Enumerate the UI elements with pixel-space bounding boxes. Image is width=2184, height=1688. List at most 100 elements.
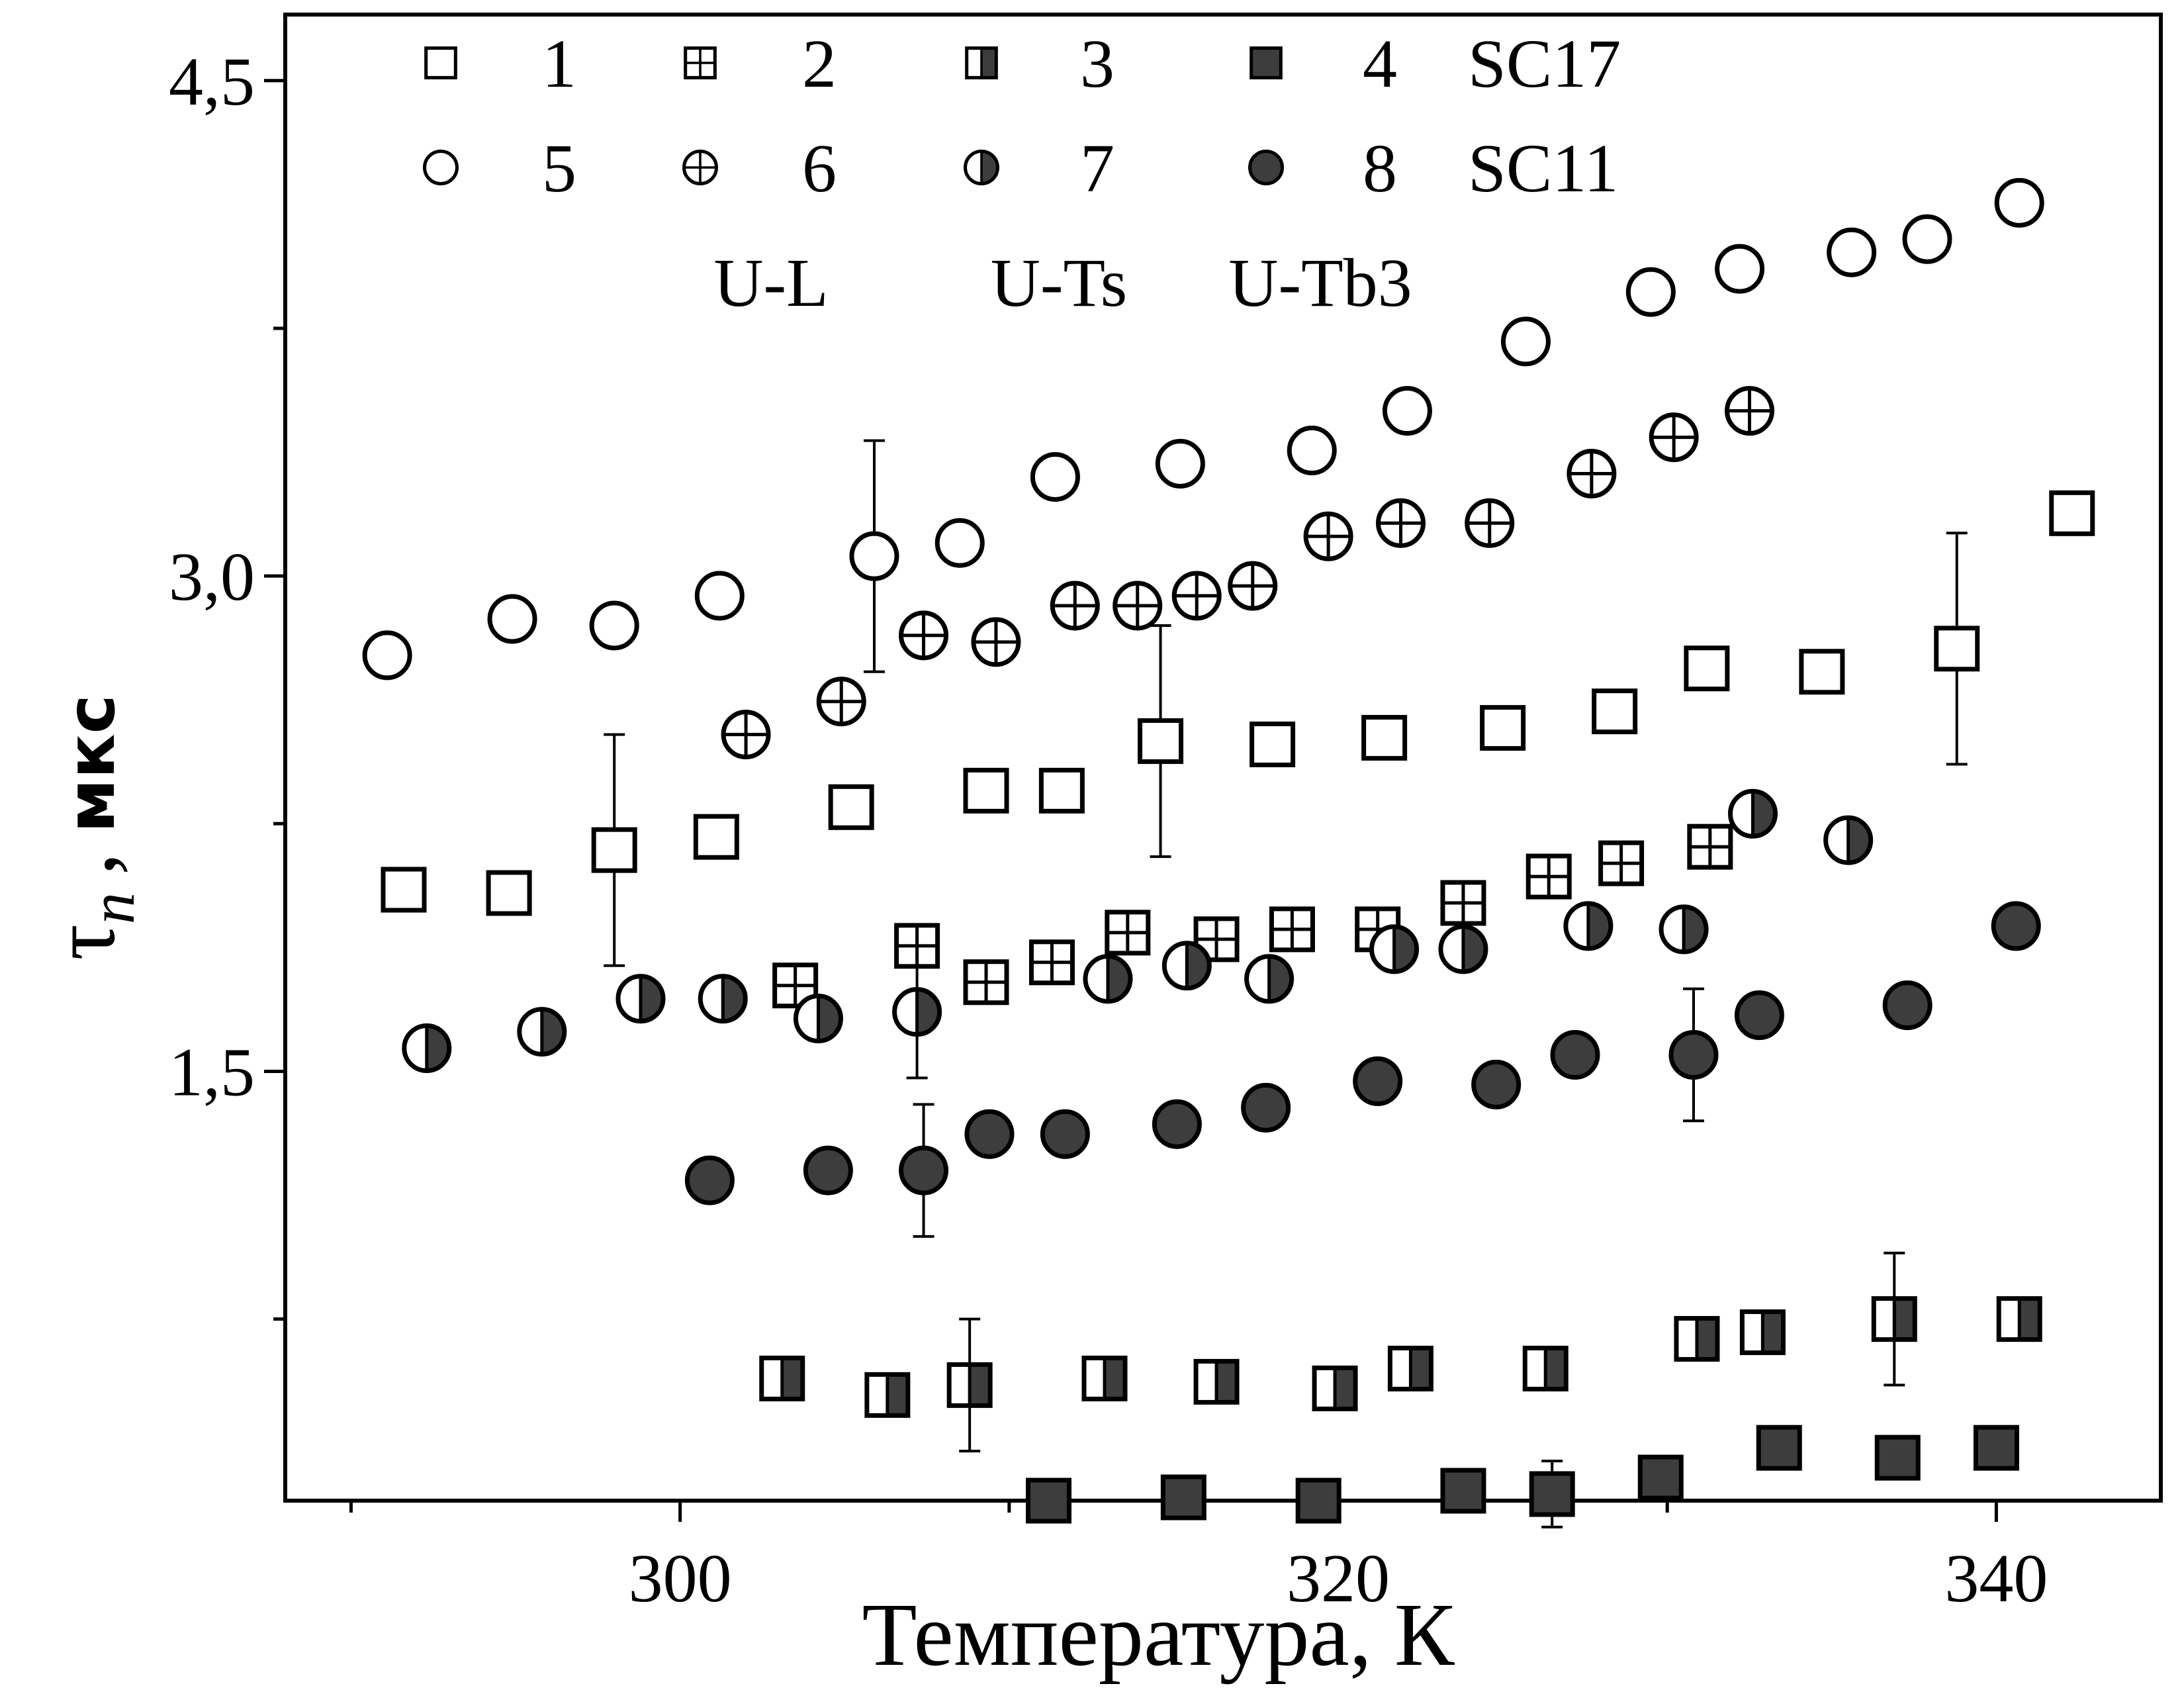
point-series-1 <box>381 867 427 913</box>
legend-group-u-tb3: U-Tb3 <box>1228 245 1412 321</box>
point-series-5 <box>1827 227 1877 277</box>
point-series-8 <box>1882 980 1933 1031</box>
point-series-8 <box>684 1155 735 1205</box>
point-series-7 <box>615 974 666 1024</box>
point-series-1 <box>1038 767 1085 814</box>
point-series-4 <box>1160 1474 1206 1521</box>
point-series-3 <box>864 1372 911 1418</box>
point-series-6 <box>1649 412 1699 463</box>
legend-tag-sc17: SC17 <box>1468 26 1621 102</box>
point-series-2 <box>1193 916 1240 962</box>
y-tick-label: 3,0 <box>169 539 255 615</box>
point-series-7 <box>1244 954 1295 1004</box>
point-series-4 <box>1637 1454 1684 1501</box>
point-series-8 <box>1152 1099 1202 1149</box>
point-series-5 <box>1715 244 1765 294</box>
legend-label-8: 8 <box>1363 130 1397 207</box>
point-series-1 <box>591 827 637 873</box>
point-series-1 <box>693 814 739 860</box>
legend-marker-4 <box>1250 46 1283 79</box>
data-points <box>362 177 2095 1524</box>
point-series-5 <box>1030 451 1080 502</box>
point-series-1 <box>1250 722 1296 768</box>
legend-marker-8 <box>1248 150 1284 185</box>
point-series-3 <box>1312 1365 1358 1411</box>
legend-label-5: 5 <box>542 130 576 207</box>
point-series-8 <box>803 1145 853 1196</box>
point-series-4 <box>1025 1477 1071 1524</box>
point-series-8 <box>1353 1056 1403 1106</box>
point-series-5 <box>849 531 899 581</box>
point-series-2 <box>1687 823 1733 870</box>
point-series-3 <box>1522 1345 1569 1391</box>
point-series-3 <box>1674 1316 1720 1362</box>
legend-marker-5 <box>423 150 459 185</box>
point-series-3 <box>1193 1358 1240 1405</box>
legend-marker-6 <box>682 150 718 185</box>
point-series-7 <box>1369 924 1420 974</box>
point-series-5 <box>362 630 412 680</box>
legend-marker-1 <box>424 46 457 79</box>
point-series-2 <box>894 923 940 969</box>
point-series-2 <box>1269 906 1315 953</box>
point-series-4 <box>1756 1425 1802 1471</box>
point-series-6 <box>1113 581 1163 631</box>
point-series-3 <box>1996 1296 2042 1342</box>
y-axis-symbol: τ <box>34 924 134 961</box>
legend-group-u-l: U-L <box>713 245 828 321</box>
point-series-3 <box>1387 1345 1433 1391</box>
point-series-6 <box>1567 448 1617 498</box>
point-series-2 <box>1440 880 1486 926</box>
y-axis-subscript: n <box>77 892 148 924</box>
point-series-7 <box>402 1023 452 1074</box>
legend: 1 2 3 4 5 6 7 8 SC17 SC11 U-L U-Ts U-Tb3 <box>423 26 1621 321</box>
point-series-1 <box>1138 718 1184 765</box>
legend-label-3: 3 <box>1080 26 1115 102</box>
point-series-6 <box>1303 511 1353 561</box>
point-series-5 <box>1382 386 1432 436</box>
legend-marker-2 <box>684 46 717 79</box>
point-series-5 <box>934 518 985 568</box>
legend-label-7: 7 <box>1080 130 1115 207</box>
legend-marker-7 <box>964 150 999 185</box>
point-series-5 <box>694 571 745 621</box>
x-axis-title: Температура, К <box>862 1585 1455 1685</box>
legend-marker-3 <box>965 46 998 79</box>
point-series-6 <box>1375 498 1426 548</box>
legend-label-2: 2 <box>802 26 837 102</box>
point-series-6 <box>816 677 866 727</box>
point-series-7 <box>1659 904 1709 955</box>
point-series-7 <box>698 974 748 1024</box>
point-series-8 <box>964 1109 1015 1159</box>
point-series-7 <box>1563 901 1614 951</box>
point-series-1 <box>486 870 532 916</box>
legend-label-6: 6 <box>802 130 837 207</box>
legend-label-4: 4 <box>1363 26 1397 102</box>
x-tick-label: 300 <box>629 1540 732 1617</box>
point-series-3 <box>1739 1309 1786 1356</box>
point-series-6 <box>1050 581 1100 631</box>
plot-frame <box>283 13 2163 1503</box>
point-series-8 <box>1668 1030 1719 1080</box>
point-series-2 <box>772 962 819 1009</box>
point-series-6 <box>1465 498 1515 548</box>
point-series-7 <box>1438 924 1488 974</box>
tick-labels: 300 320 340 1,5 3,0 4,5 <box>169 44 2048 1617</box>
point-series-2 <box>1105 910 1151 956</box>
point-series-5 <box>487 594 537 644</box>
point-series-1 <box>1361 715 1408 761</box>
point-series-5 <box>1500 316 1551 367</box>
point-series-1 <box>1592 688 1638 735</box>
point-series-4 <box>1440 1468 1486 1514</box>
point-series-1 <box>1684 645 1730 692</box>
point-series-6 <box>971 617 1021 667</box>
point-series-1 <box>1799 649 1845 695</box>
point-series-1 <box>1934 626 1980 672</box>
point-series-7 <box>892 987 942 1037</box>
point-series-7 <box>793 994 843 1044</box>
point-series-1 <box>1480 705 1526 751</box>
point-series-8 <box>1550 1030 1600 1080</box>
point-series-3 <box>759 1355 805 1401</box>
y-axis-unit: мкс <box>52 694 130 833</box>
